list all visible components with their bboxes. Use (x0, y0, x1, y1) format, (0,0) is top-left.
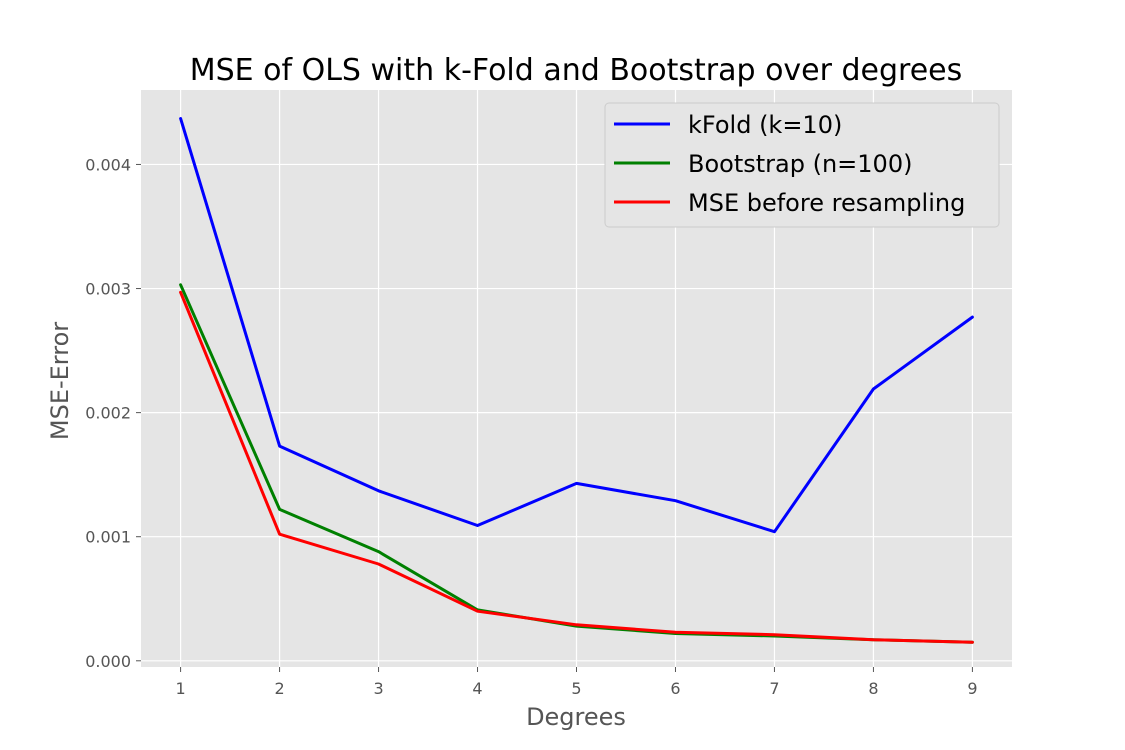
y-axis-label: MSE-Error (46, 322, 74, 440)
x-tick-label: 1 (175, 679, 185, 698)
series-line-3 (179, 290, 974, 644)
x-tick-label: 4 (472, 679, 482, 698)
x-tick-label: 8 (868, 679, 878, 698)
ticks: 1 2 3 4 5 6 7 8 9 0.000 0.001 0.002 0.003 0.004 (85, 155, 977, 698)
x-tick-label: 9 (967, 679, 977, 698)
x-tick-label: 5 (571, 679, 581, 698)
y-tick-label: 0.000 (85, 652, 131, 671)
x-tick-label: 3 (373, 679, 383, 698)
legend: kFold (k=10) Bootstrap (n=100) MSE before … (604, 102, 1000, 228)
series-lines (179, 117, 974, 644)
y-tick-label: 0.002 (85, 404, 131, 423)
x-tick-label: 7 (769, 679, 779, 698)
legend-label: kFold (k=10) (688, 111, 842, 139)
x-axis-label: Degrees (526, 703, 626, 731)
series-line-1 (179, 117, 974, 534)
y-tick-label: 0.004 (85, 155, 131, 174)
chart-title: MSE of OLS with k-Fold and Bootstrap ove… (190, 53, 963, 88)
x-tick-label: 6 (670, 679, 680, 698)
y-tick-label: 0.003 (85, 280, 131, 299)
legend-label: MSE before resampling (688, 189, 965, 217)
x-tick-label: 2 (274, 679, 284, 698)
legend-box (604, 102, 1000, 228)
legend-label: Bootstrap (n=100) (688, 150, 912, 178)
y-tick-label: 0.001 (85, 528, 131, 547)
